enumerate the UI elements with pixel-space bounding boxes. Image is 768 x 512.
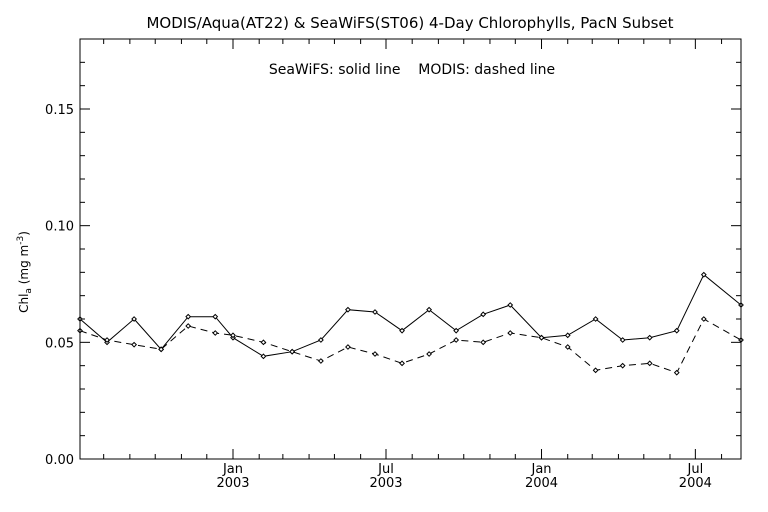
series-layer <box>77 271 744 376</box>
seawifs-series-line <box>79 273 742 357</box>
modis-data-point <box>372 351 378 357</box>
modis-data-point <box>646 360 653 367</box>
modis-data-point <box>426 351 433 357</box>
y-axis-label: Chla (mg m-3) <box>16 231 34 313</box>
modis-data-point <box>104 337 110 343</box>
seawifs-data-point <box>372 309 378 315</box>
seawifs-data-point <box>317 337 324 343</box>
x-tick-month-label: Jul <box>377 462 394 477</box>
modis-data-point <box>564 344 571 350</box>
modis-data-point <box>345 344 351 350</box>
modis-data-point <box>538 334 545 341</box>
legend-text: SeaWiFS: solid line MODIS: dashed line <box>269 62 555 78</box>
x-tick-year-label: 2003 <box>369 476 402 491</box>
modis-data-point <box>673 369 680 376</box>
seawifs-data-point <box>131 316 138 322</box>
modis-data-point <box>480 339 487 346</box>
modis-data-point <box>131 341 138 348</box>
y-axis: 0.00 0.05 0.10 0.15 <box>45 61 741 468</box>
x-tick-month-label: Jan <box>530 462 551 477</box>
seawifs-data-point <box>564 332 571 339</box>
modis-data-point <box>212 330 219 336</box>
seawifs-data-point <box>592 316 599 322</box>
seawifs-data-point <box>345 306 351 313</box>
modis-data-point <box>185 323 192 329</box>
modis-data-point <box>399 360 405 367</box>
seawifs-data-point <box>646 334 653 341</box>
modis-data-point <box>317 358 324 364</box>
seawifs-data-point <box>260 353 267 360</box>
modis-data-point <box>619 362 626 369</box>
seawifs-data-point <box>399 327 405 334</box>
plot-frame <box>79 38 742 460</box>
y-tick-label: 0.05 <box>45 336 74 351</box>
x-tick-month-label: Jul <box>687 462 704 477</box>
seawifs-data-point <box>673 327 680 334</box>
modis-data-point <box>158 346 165 353</box>
y-tick-label: 0.00 <box>45 453 74 468</box>
modis-data-point <box>453 337 460 343</box>
seawifs-data-point <box>507 302 514 308</box>
seawifs-data-point <box>480 311 487 318</box>
seawifs-data-point <box>426 306 433 313</box>
seawifs-data-point <box>212 313 219 320</box>
modis-data-point <box>260 339 267 346</box>
seawifs-data-point <box>185 313 192 320</box>
seawifs-data-point <box>453 327 460 334</box>
x-tick-year-label: 2004 <box>525 476 558 491</box>
modis-data-point <box>230 332 236 339</box>
x-tick-month-label: Jan <box>222 462 243 477</box>
seawifs-data-point <box>619 337 626 343</box>
x-tick-year-label: 2003 <box>216 476 249 491</box>
modis-data-point <box>700 316 707 322</box>
y-tick-label: 0.15 <box>45 103 74 118</box>
y-tick-label: 0.10 <box>45 220 74 235</box>
chart-title: MODIS/Aqua(AT22) & SeaWiFS(ST06) 4-Day C… <box>146 14 673 32</box>
modis-data-point <box>507 330 514 336</box>
x-tick-year-label: 2004 <box>679 476 712 491</box>
modis-data-point <box>289 348 296 355</box>
modis-data-point <box>592 367 599 374</box>
seawifs-data-point <box>700 271 707 278</box>
